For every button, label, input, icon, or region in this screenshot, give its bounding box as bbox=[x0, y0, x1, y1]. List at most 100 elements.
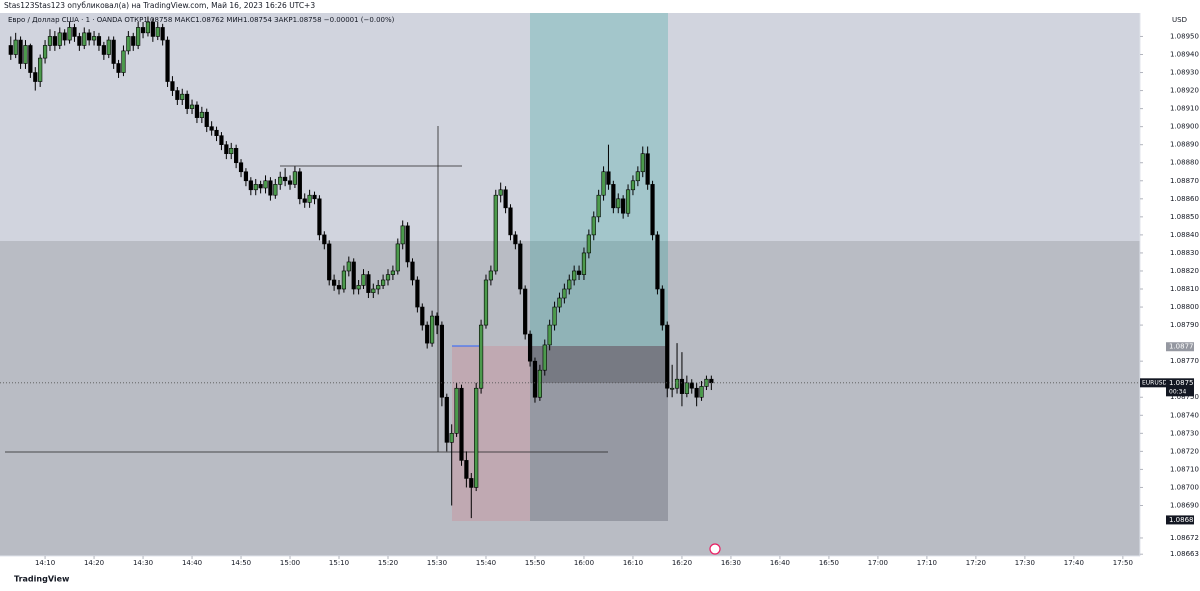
candle-body bbox=[170, 81, 175, 91]
y-tick-label: 1.08850 bbox=[1170, 213, 1199, 221]
candle-body bbox=[415, 279, 420, 308]
candle-body bbox=[371, 288, 376, 293]
candle-body bbox=[439, 324, 444, 398]
candle-body bbox=[366, 274, 371, 293]
candle-body bbox=[297, 171, 302, 200]
candle-body bbox=[699, 386, 704, 398]
y-tick-label: 1.08920 bbox=[1170, 87, 1199, 95]
candle-body bbox=[341, 270, 347, 290]
candle-body bbox=[23, 45, 28, 64]
candle-body bbox=[18, 39, 23, 64]
x-tick-label: 14:20 bbox=[84, 559, 104, 567]
candle-body bbox=[67, 27, 72, 41]
y-tick-label: 1.08720 bbox=[1170, 447, 1199, 455]
candle-body bbox=[28, 45, 33, 73]
candle-body bbox=[532, 360, 538, 398]
candle-body bbox=[674, 378, 680, 389]
filled-zone bbox=[530, 346, 668, 521]
candle-body bbox=[204, 111, 209, 127]
price-marker-label: 1.08682 bbox=[1169, 516, 1198, 524]
candle-body bbox=[292, 171, 298, 185]
x-tick-label: 14:10 bbox=[35, 559, 55, 567]
y-tick-label: 1.08870 bbox=[1170, 177, 1199, 185]
candle-body bbox=[381, 279, 386, 286]
candle-body bbox=[621, 198, 626, 214]
x-tick-label: 16:00 bbox=[574, 559, 594, 567]
candle-body bbox=[527, 333, 533, 362]
candle-body bbox=[72, 27, 77, 37]
candle-body bbox=[562, 288, 567, 299]
y-tick-label: 1.08700 bbox=[1170, 483, 1199, 491]
candle-body bbox=[106, 39, 111, 55]
y-tick-label: 1.08890 bbox=[1170, 141, 1199, 149]
candle-body bbox=[410, 261, 415, 281]
y-tick-label: 1.08750 bbox=[1170, 393, 1199, 401]
candle-body bbox=[219, 135, 224, 145]
target-zone bbox=[530, 13, 668, 346]
candle-body bbox=[542, 344, 547, 371]
candle-body bbox=[616, 198, 621, 209]
candle-body bbox=[356, 285, 361, 290]
candle-body bbox=[111, 39, 116, 64]
candle-body bbox=[449, 433, 454, 443]
candle-body bbox=[307, 194, 312, 203]
candle-body bbox=[336, 285, 342, 290]
candle-body bbox=[557, 297, 562, 308]
candle-body bbox=[283, 176, 288, 182]
candle-body bbox=[572, 270, 577, 281]
candle-body bbox=[185, 93, 190, 109]
candle-body bbox=[508, 207, 513, 236]
candle-body bbox=[91, 36, 97, 41]
currency: USD bbox=[1172, 16, 1187, 24]
candle-body bbox=[474, 387, 479, 488]
y-tick-label: 1.08860 bbox=[1170, 195, 1199, 203]
candle-body bbox=[13, 39, 18, 55]
candle-body bbox=[709, 378, 714, 384]
candle-body bbox=[258, 184, 263, 189]
y-tick-label: 1.08940 bbox=[1170, 50, 1199, 58]
candle-body bbox=[376, 285, 381, 290]
y-tick-label: 1.08663 bbox=[1170, 550, 1199, 558]
y-tick-label: 1.08830 bbox=[1170, 249, 1199, 257]
candle-body bbox=[278, 176, 283, 185]
countdown: 00:34 bbox=[1169, 388, 1186, 395]
x-tick-label: 16:40 bbox=[770, 559, 790, 567]
x-tick-label: 17:10 bbox=[917, 559, 937, 567]
x-tick-label: 15:30 bbox=[427, 559, 447, 567]
candle-body bbox=[131, 36, 136, 46]
candle-body bbox=[8, 45, 13, 55]
x-tick-label: 16:30 bbox=[721, 559, 741, 567]
last-price-box bbox=[1166, 378, 1194, 397]
x-tick-label: 17:00 bbox=[868, 559, 888, 567]
candle-body bbox=[121, 50, 126, 73]
x-tick-label: 14:40 bbox=[182, 559, 202, 567]
y-tick-label: 1.08840 bbox=[1170, 231, 1199, 239]
candle-body bbox=[209, 126, 214, 131]
candle-body bbox=[513, 234, 518, 245]
candle-body bbox=[469, 478, 474, 488]
candle-body bbox=[332, 279, 337, 286]
candle-body bbox=[214, 129, 219, 136]
candle-body bbox=[537, 369, 542, 398]
candle-body bbox=[361, 274, 366, 286]
candle-body bbox=[670, 387, 675, 390]
candle-body bbox=[238, 162, 244, 173]
candle-body bbox=[518, 243, 523, 290]
candle-body bbox=[576, 270, 582, 275]
y-tick-label: 1.08880 bbox=[1170, 159, 1199, 167]
x-tick-label: 15:00 bbox=[280, 559, 300, 567]
x-tick-label: 17:30 bbox=[1015, 559, 1035, 567]
event-icon[interactable] bbox=[709, 543, 721, 555]
candle-body bbox=[224, 144, 229, 155]
candle-body bbox=[87, 32, 92, 41]
candle-body bbox=[312, 194, 317, 200]
stop-zone bbox=[452, 346, 530, 521]
footer: TradingView bbox=[14, 575, 70, 584]
y-tick-label: 1.08690 bbox=[1170, 501, 1199, 509]
entry-zone bbox=[530, 346, 668, 383]
y-tick-label: 1.08910 bbox=[1170, 105, 1199, 113]
x-tick-label: 16:50 bbox=[819, 559, 839, 567]
x-tick-label: 14:50 bbox=[231, 559, 251, 567]
candle-body bbox=[567, 279, 572, 290]
candle-body bbox=[483, 279, 489, 326]
